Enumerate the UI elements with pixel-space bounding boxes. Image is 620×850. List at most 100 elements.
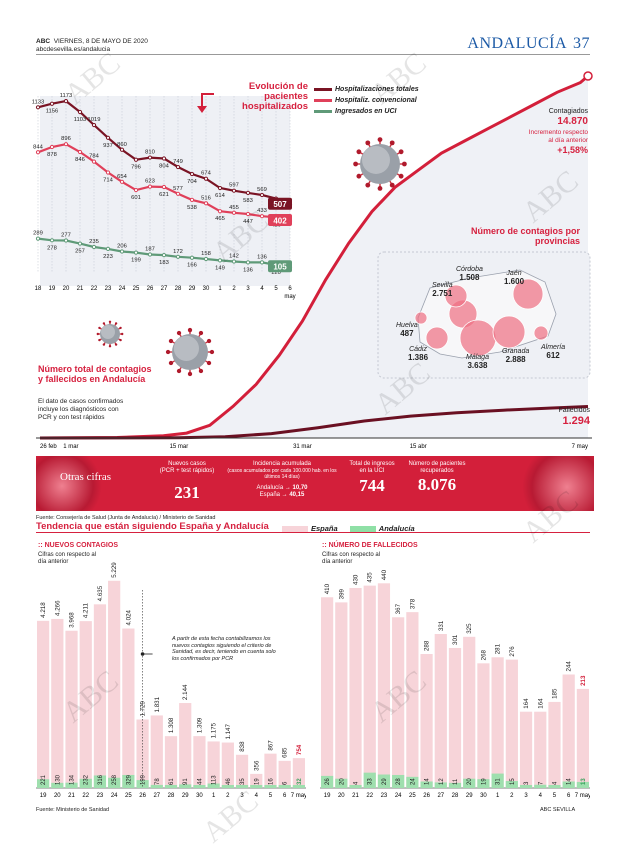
hosp-value-label-uci: 172 bbox=[173, 249, 183, 255]
chart1-subtitle: Cifras con respecto al día anterior bbox=[38, 552, 97, 565]
hosp-value-label-conv: 844 bbox=[33, 144, 43, 150]
legend-swatch-espana bbox=[282, 526, 308, 533]
hosp-end-badge-conv bbox=[268, 214, 292, 227]
bar-andalucia bbox=[434, 782, 447, 788]
hosp-point-uci bbox=[245, 260, 251, 265]
bar-label-andalucia: 20 bbox=[467, 778, 473, 785]
bar-label-andalucia: 14 bbox=[425, 778, 431, 785]
hosp-value-label-uci: 142 bbox=[229, 253, 239, 259]
bar-label-andalucia: 134 bbox=[70, 774, 76, 785]
annotation-dot bbox=[140, 652, 145, 656]
province-label-4: Cádiz 1.386 bbox=[408, 346, 428, 362]
bar-label-espana: 440 bbox=[381, 569, 388, 580]
bar-andalucia bbox=[335, 778, 348, 788]
bar-label-andalucia: 11 bbox=[453, 778, 459, 785]
hosp-point-conv bbox=[259, 214, 265, 219]
province-bubble bbox=[512, 278, 544, 310]
bar-espana bbox=[37, 620, 50, 788]
hosp-x-tick-label: 18 bbox=[35, 286, 42, 292]
hosp-value-label-uci: 235 bbox=[89, 239, 99, 245]
province-value: 1.508 bbox=[459, 273, 480, 282]
bar-espana bbox=[179, 703, 192, 788]
hosp-value-label-total: 1103 bbox=[74, 117, 86, 123]
bar-label-espana: 1.147 bbox=[225, 724, 232, 740]
virus-spike-tip bbox=[187, 327, 193, 333]
province-bubble bbox=[425, 326, 449, 350]
province-label-6: Granada 2.888 bbox=[502, 348, 529, 364]
fallecidos-value: 1.294 bbox=[562, 415, 590, 427]
hosp-point-total bbox=[231, 188, 237, 193]
hosp-x-tick-label: 22 bbox=[91, 286, 98, 292]
hosp-x-tick-label: 5 bbox=[274, 286, 278, 292]
province-name: Huelva bbox=[396, 322, 418, 329]
bar-andalucia bbox=[519, 785, 533, 788]
bar-label-espana: 5.229 bbox=[111, 562, 118, 578]
nuevos-label: Nuevos casos bbox=[168, 461, 206, 467]
bar-andalucia bbox=[221, 785, 234, 788]
province-value: 1.600 bbox=[504, 277, 525, 286]
cum-x-tick-label: 15 mar bbox=[170, 444, 189, 450]
x-tick-label: 1 bbox=[212, 793, 216, 799]
province-bubble bbox=[533, 325, 549, 341]
province-value: 2.888 bbox=[505, 355, 526, 364]
hosp-x-tick-label: 25 bbox=[133, 286, 140, 292]
x-tick-label: 21 bbox=[68, 793, 75, 799]
contagiados-value: 14.870 bbox=[557, 116, 588, 127]
bar-label-espana: 281 bbox=[495, 643, 502, 654]
x-tick-label: 3 bbox=[524, 793, 528, 799]
virus-spike-tip bbox=[168, 338, 174, 344]
bar-andalucia bbox=[420, 781, 433, 788]
virus-spike-tip bbox=[389, 182, 395, 188]
bar-label-andalucia: 4 bbox=[552, 781, 558, 785]
hosp-title-arrow bbox=[201, 93, 214, 108]
hosp-x-tick-label: 21 bbox=[77, 286, 84, 292]
bar-label-espana: 867 bbox=[267, 740, 274, 751]
hosp-point-total bbox=[245, 190, 251, 195]
bar-andalucia bbox=[235, 785, 249, 788]
bar-label-espana: 754 bbox=[296, 744, 303, 755]
virus-spike-tip bbox=[377, 137, 383, 142]
hosp-x-tick-label: 19 bbox=[49, 286, 56, 292]
chart-fallecidos: 4102619399202043042143533224402923367282… bbox=[320, 569, 590, 799]
hosp-end-value-total: 507 bbox=[273, 200, 287, 209]
upper-infographic: 26 feb 1 mar 15 mar 31 mar 15 abr 7 may 18 19 20… bbox=[32, 71, 593, 450]
bar-label-espana: 4.635 bbox=[97, 585, 104, 601]
hosp-point-total bbox=[161, 156, 167, 161]
uci-total-value: 744 bbox=[359, 476, 385, 495]
x-tick-label: 29 bbox=[182, 793, 189, 799]
legend-item-total: Hospitalizaciones totales bbox=[314, 84, 454, 95]
x-tick-label: 6 bbox=[567, 793, 571, 799]
x-tick-label: 22 bbox=[82, 793, 89, 799]
hosp-x-tick-label: 27 bbox=[161, 286, 168, 292]
bar-label-andalucia: 19 bbox=[254, 778, 260, 785]
hosp-value-label-total: 1133 bbox=[32, 99, 44, 105]
bar-espana bbox=[207, 741, 220, 788]
bar-label-andalucia: 16 bbox=[268, 778, 274, 785]
hosp-value-label-conv: 654 bbox=[117, 174, 127, 180]
bar-espana bbox=[377, 583, 391, 788]
legend-andalucia: Andalucía bbox=[378, 524, 415, 533]
bar-andalucia bbox=[207, 783, 220, 788]
hosp-x-tick-label: 4 bbox=[260, 286, 264, 292]
contagiados-block: Contagiados 14.870 Incremento respecto a… bbox=[522, 108, 588, 155]
bar-andalucia bbox=[363, 772, 376, 788]
virus-spike-tip bbox=[108, 345, 112, 348]
bar-espana bbox=[250, 773, 263, 788]
virus-spike-tip bbox=[398, 173, 404, 179]
bar-andalucia bbox=[79, 778, 92, 788]
x-tick-label: 7 may bbox=[575, 793, 590, 799]
bar-label-andalucia: 13 bbox=[581, 778, 587, 785]
hosp-point-conv bbox=[77, 149, 83, 155]
ia-and-label: Andalucía bbox=[256, 485, 284, 491]
hosp-value-label-total: 583 bbox=[243, 198, 253, 204]
hosp-point-conv bbox=[161, 184, 167, 190]
bar-espana bbox=[164, 736, 178, 788]
fallecidos-line bbox=[39, 405, 589, 440]
bar-espana bbox=[65, 630, 78, 788]
hosp-point-total bbox=[217, 185, 223, 191]
hosp-x-tick-label: 30 bbox=[203, 286, 210, 292]
virus-spike-tip bbox=[121, 332, 124, 336]
hosp-value-label-uci: 183 bbox=[159, 260, 169, 266]
x-tick-label: 3 bbox=[240, 793, 244, 799]
bar-label-espana: 367 bbox=[395, 603, 402, 614]
